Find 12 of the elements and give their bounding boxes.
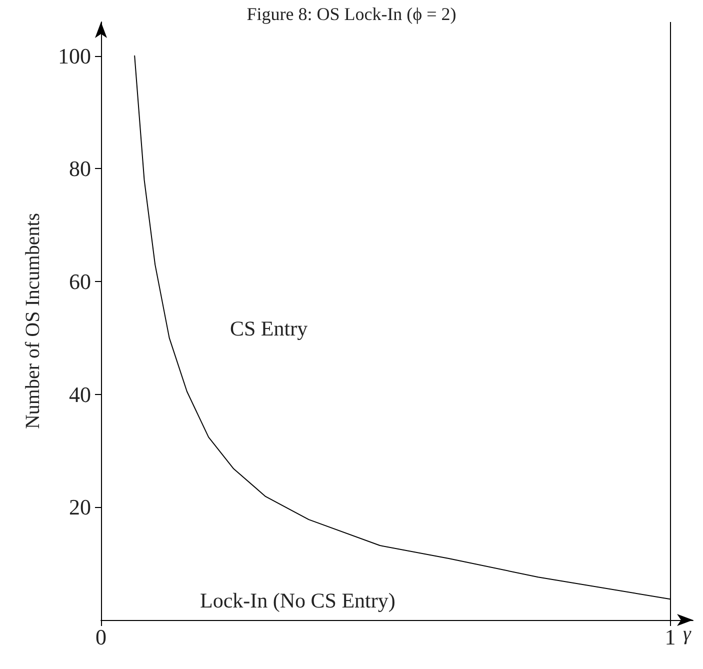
y-tick-label: 80	[69, 156, 91, 182]
x-tick-label: 0	[96, 624, 106, 650]
y-tick-label: 40	[69, 382, 91, 407]
x-tick-label: 1	[664, 624, 676, 650]
chart-title: Figure 8: OS Lock-In (ϕ = 2)	[246, 4, 456, 24]
annotation: CS Entry	[230, 316, 308, 340]
x-axis-title: γ	[683, 623, 692, 645]
y-tick-label: 60	[69, 269, 91, 294]
y-axis-title: Number of OS Incumbents	[22, 212, 44, 430]
y-tick-label: 20	[69, 494, 91, 520]
annotation: Lock-In (No CS Entry)	[200, 588, 396, 612]
y-tick-label: 100	[58, 43, 91, 68]
